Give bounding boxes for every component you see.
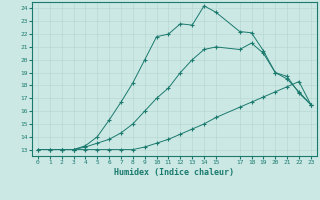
X-axis label: Humidex (Indice chaleur): Humidex (Indice chaleur) bbox=[115, 168, 234, 177]
